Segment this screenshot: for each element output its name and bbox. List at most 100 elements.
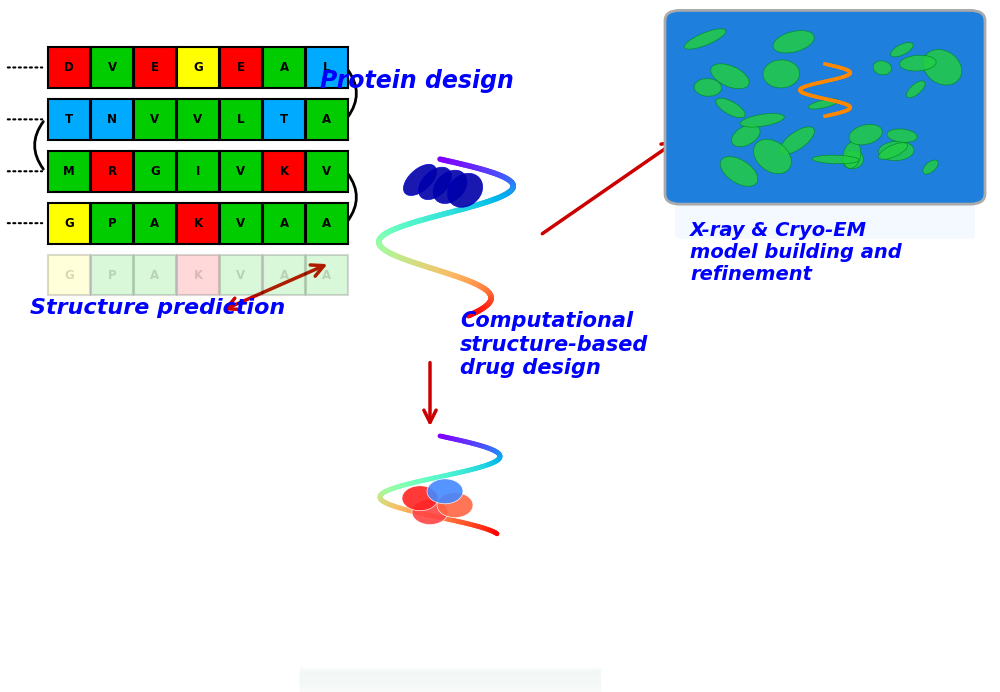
FancyBboxPatch shape xyxy=(220,47,262,88)
Text: G: G xyxy=(64,217,74,230)
Ellipse shape xyxy=(900,55,936,71)
FancyBboxPatch shape xyxy=(91,255,133,295)
Ellipse shape xyxy=(849,125,882,145)
Text: I: I xyxy=(196,165,200,178)
Ellipse shape xyxy=(812,155,859,164)
Ellipse shape xyxy=(711,64,749,89)
FancyBboxPatch shape xyxy=(306,99,348,140)
FancyBboxPatch shape xyxy=(306,151,348,192)
FancyBboxPatch shape xyxy=(263,255,305,295)
Text: E: E xyxy=(237,61,245,74)
FancyBboxPatch shape xyxy=(263,151,305,192)
Ellipse shape xyxy=(403,164,437,196)
FancyBboxPatch shape xyxy=(675,194,975,239)
Ellipse shape xyxy=(763,60,800,88)
Text: V: V xyxy=(236,268,246,282)
Ellipse shape xyxy=(732,125,760,147)
Text: K: K xyxy=(279,165,289,178)
FancyBboxPatch shape xyxy=(263,203,305,244)
Text: Protein design: Protein design xyxy=(320,69,514,93)
FancyBboxPatch shape xyxy=(306,47,348,88)
Text: V: V xyxy=(107,61,117,74)
Text: T: T xyxy=(65,113,73,126)
FancyBboxPatch shape xyxy=(91,151,133,192)
Text: G: G xyxy=(64,268,74,282)
Ellipse shape xyxy=(447,173,483,208)
Text: A: A xyxy=(150,217,160,230)
Text: T: T xyxy=(280,113,288,126)
FancyBboxPatch shape xyxy=(306,203,348,244)
Ellipse shape xyxy=(887,129,917,143)
Ellipse shape xyxy=(418,167,452,199)
Text: R: R xyxy=(107,165,117,178)
FancyBboxPatch shape xyxy=(91,203,133,244)
Ellipse shape xyxy=(842,150,864,169)
Text: X-ray & Cryo-EM
model building and
refinement: X-ray & Cryo-EM model building and refin… xyxy=(690,221,902,284)
Text: Structure prediction: Structure prediction xyxy=(30,298,285,318)
FancyBboxPatch shape xyxy=(48,99,90,140)
Ellipse shape xyxy=(891,42,913,57)
FancyBboxPatch shape xyxy=(48,151,90,192)
FancyBboxPatch shape xyxy=(220,151,262,192)
Text: V: V xyxy=(150,113,160,126)
Ellipse shape xyxy=(684,29,726,49)
Ellipse shape xyxy=(923,160,938,174)
Ellipse shape xyxy=(879,141,914,161)
FancyBboxPatch shape xyxy=(177,47,219,88)
Text: A: A xyxy=(150,268,160,282)
FancyBboxPatch shape xyxy=(177,203,219,244)
Ellipse shape xyxy=(808,99,839,109)
Ellipse shape xyxy=(433,170,467,203)
Ellipse shape xyxy=(879,143,908,159)
FancyBboxPatch shape xyxy=(220,203,262,244)
Text: V: V xyxy=(236,165,246,178)
FancyBboxPatch shape xyxy=(48,47,90,88)
Ellipse shape xyxy=(694,79,722,96)
FancyBboxPatch shape xyxy=(134,151,176,192)
Ellipse shape xyxy=(754,139,791,174)
Circle shape xyxy=(402,486,438,511)
Text: A: A xyxy=(322,113,332,126)
Text: Computational
structure-based
drug design: Computational structure-based drug desig… xyxy=(460,311,648,378)
FancyBboxPatch shape xyxy=(177,99,219,140)
Ellipse shape xyxy=(720,156,758,186)
Text: E: E xyxy=(151,61,159,74)
Text: K: K xyxy=(193,217,203,230)
FancyBboxPatch shape xyxy=(263,99,305,140)
Text: V: V xyxy=(236,217,246,230)
Text: A: A xyxy=(279,217,289,230)
FancyBboxPatch shape xyxy=(91,47,133,88)
FancyBboxPatch shape xyxy=(177,255,219,295)
FancyBboxPatch shape xyxy=(220,255,262,295)
FancyBboxPatch shape xyxy=(665,10,985,204)
FancyBboxPatch shape xyxy=(134,255,176,295)
Text: G: G xyxy=(150,165,160,178)
Text: A: A xyxy=(322,268,332,282)
Ellipse shape xyxy=(923,50,962,85)
FancyBboxPatch shape xyxy=(177,151,219,192)
Text: V: V xyxy=(193,113,203,126)
FancyBboxPatch shape xyxy=(306,255,348,295)
Text: P: P xyxy=(108,217,116,230)
FancyBboxPatch shape xyxy=(48,203,90,244)
FancyBboxPatch shape xyxy=(263,47,305,88)
Ellipse shape xyxy=(873,61,891,75)
Ellipse shape xyxy=(780,127,814,154)
Ellipse shape xyxy=(773,30,814,53)
Text: A: A xyxy=(279,61,289,74)
FancyBboxPatch shape xyxy=(134,47,176,88)
Text: V: V xyxy=(322,165,332,178)
Text: N: N xyxy=(107,113,117,126)
Circle shape xyxy=(427,479,463,504)
Ellipse shape xyxy=(843,142,861,168)
FancyBboxPatch shape xyxy=(134,99,176,140)
Text: G: G xyxy=(193,61,203,74)
Text: P: P xyxy=(108,268,116,282)
FancyBboxPatch shape xyxy=(91,99,133,140)
Text: A: A xyxy=(322,217,332,230)
Ellipse shape xyxy=(740,113,784,127)
Text: D: D xyxy=(64,61,74,74)
FancyBboxPatch shape xyxy=(134,203,176,244)
Ellipse shape xyxy=(716,98,745,118)
Ellipse shape xyxy=(906,81,925,98)
